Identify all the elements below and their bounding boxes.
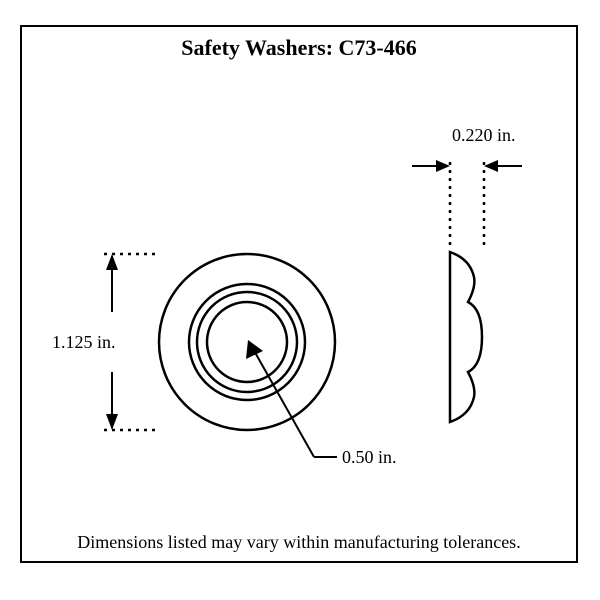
tolerance-note: Dimensions listed may vary within manufa…	[22, 532, 576, 553]
dimension-inner-diameter	[222, 327, 362, 477]
dimension-thickness	[402, 142, 542, 262]
page-title: Safety Washers: C73-466	[22, 35, 576, 61]
label-thickness: 0.220 in.	[452, 125, 516, 146]
label-outer-diameter: 1.125 in.	[52, 332, 116, 353]
washer-side-view	[432, 237, 512, 437]
label-inner-diameter: 0.50 in.	[342, 447, 397, 468]
drawing-frame: Safety Washers: C73-466 1.125 in. 0.50 i…	[20, 25, 578, 563]
